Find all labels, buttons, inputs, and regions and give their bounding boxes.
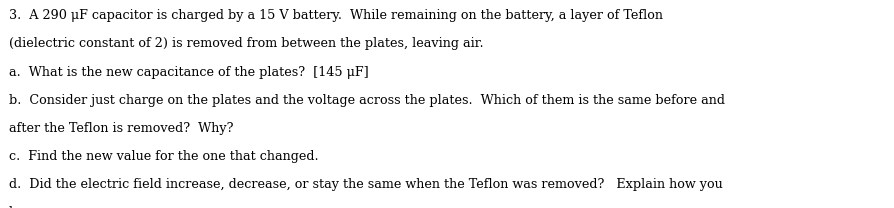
Text: know.: know. (9, 206, 46, 208)
Text: after the Teflon is removed?  Why?: after the Teflon is removed? Why? (9, 122, 233, 135)
Text: a.  What is the new capacitance of the plates?  [145 μF]: a. What is the new capacitance of the pl… (9, 66, 368, 78)
Text: b.  Consider just charge on the plates and the voltage across the plates.  Which: b. Consider just charge on the plates an… (9, 94, 725, 106)
Text: (dielectric constant of 2) is removed from between the plates, leaving air.: (dielectric constant of 2) is removed fr… (9, 37, 484, 50)
Text: d.  Did the electric field increase, decrease, or stay the same when the Teflon : d. Did the electric field increase, decr… (9, 178, 722, 191)
Text: c.  Find the new value for the one that changed.: c. Find the new value for the one that c… (9, 150, 318, 163)
Text: 3.  A 290 μF capacitor is charged by a 15 V battery.  While remaining on the bat: 3. A 290 μF capacitor is charged by a 15… (9, 9, 663, 22)
